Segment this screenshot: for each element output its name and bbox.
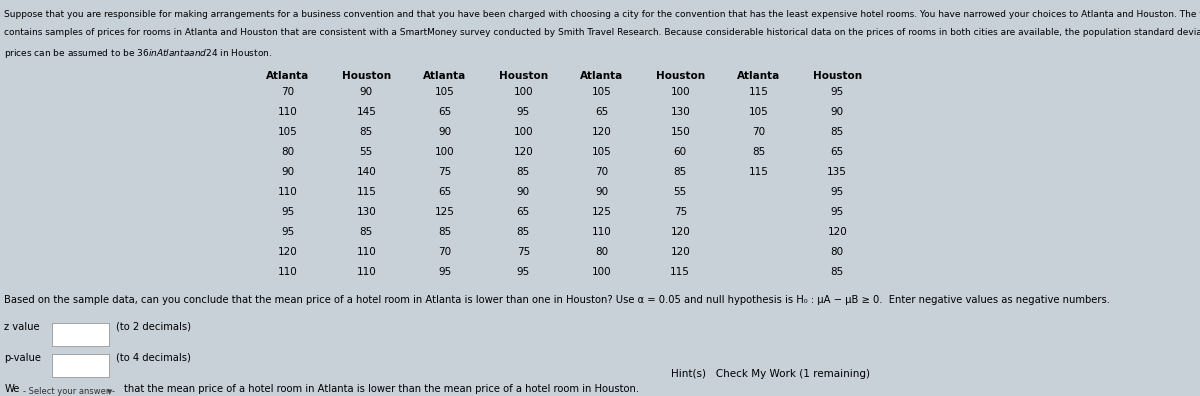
FancyBboxPatch shape (53, 354, 109, 377)
Text: 70: 70 (438, 247, 451, 257)
Text: 120: 120 (514, 147, 533, 157)
Text: 85: 85 (517, 167, 530, 177)
Text: 95: 95 (830, 207, 844, 217)
Text: Houston: Houston (342, 71, 391, 81)
Text: 120: 120 (278, 247, 298, 257)
Text: 105: 105 (592, 147, 612, 157)
Text: 110: 110 (592, 227, 612, 237)
Text: 80: 80 (595, 247, 608, 257)
Text: 100: 100 (514, 87, 533, 97)
Text: 85: 85 (360, 227, 373, 237)
Text: Atlanta: Atlanta (580, 71, 623, 81)
Text: 85: 85 (360, 127, 373, 137)
Text: 90: 90 (438, 127, 451, 137)
Text: Hint(s)   Check My Work (1 remaining): Hint(s) Check My Work (1 remaining) (671, 369, 870, 379)
Text: 70: 70 (281, 87, 294, 97)
Text: 95: 95 (438, 267, 451, 277)
Text: Houston: Houston (499, 71, 548, 81)
Text: 100: 100 (434, 147, 455, 157)
Text: that the mean price of a hotel room in Atlanta is lower than the mean price of a: that the mean price of a hotel room in A… (124, 385, 638, 394)
Text: 90: 90 (281, 167, 294, 177)
Text: Atlanta: Atlanta (424, 71, 467, 81)
Text: 105: 105 (278, 127, 298, 137)
Text: 75: 75 (673, 207, 686, 217)
Text: 65: 65 (595, 107, 608, 117)
Text: 95: 95 (281, 207, 294, 217)
Text: 85: 85 (438, 227, 451, 237)
Text: 65: 65 (830, 147, 844, 157)
Text: 85: 85 (830, 127, 844, 137)
Text: 80: 80 (281, 147, 294, 157)
Text: 90: 90 (517, 187, 530, 197)
Text: Atlanta: Atlanta (266, 71, 310, 81)
FancyBboxPatch shape (53, 323, 109, 346)
Text: 110: 110 (356, 247, 376, 257)
Text: 120: 120 (592, 127, 612, 137)
Text: 55: 55 (360, 147, 373, 157)
Text: 105: 105 (592, 87, 612, 97)
Text: 90: 90 (830, 107, 844, 117)
Text: Suppose that you are responsible for making arrangements for a business conventi: Suppose that you are responsible for mak… (5, 10, 1200, 19)
Text: We: We (5, 385, 19, 394)
Text: 90: 90 (595, 187, 608, 197)
Text: 130: 130 (671, 107, 690, 117)
Text: 105: 105 (434, 87, 455, 97)
Text: Houston: Houston (812, 71, 862, 81)
Text: 75: 75 (517, 247, 530, 257)
Text: 65: 65 (438, 187, 451, 197)
Text: 110: 110 (278, 267, 298, 277)
Text: 100: 100 (671, 87, 690, 97)
Text: Based on the sample data, can you conclude that the mean price of a hotel room i: Based on the sample data, can you conclu… (5, 295, 1110, 305)
Text: 100: 100 (592, 267, 612, 277)
Text: 85: 85 (830, 267, 844, 277)
Text: - Select your answer -: - Select your answer - (23, 387, 115, 396)
Text: 70: 70 (752, 127, 766, 137)
Text: 115: 115 (749, 167, 769, 177)
Text: 135: 135 (827, 167, 847, 177)
Text: 85: 85 (517, 227, 530, 237)
Text: contains samples of prices for rooms in Atlanta and Houston that are consistent : contains samples of prices for rooms in … (5, 28, 1200, 37)
Text: 115: 115 (749, 87, 769, 97)
Text: Atlanta: Atlanta (737, 71, 780, 81)
Text: 95: 95 (830, 87, 844, 97)
Text: 60: 60 (673, 147, 686, 157)
Text: prices can be assumed to be $36 in Atlanta and $24 in Houston.: prices can be assumed to be $36 in Atlan… (5, 47, 272, 60)
Text: 55: 55 (673, 187, 686, 197)
Text: 140: 140 (356, 167, 376, 177)
Text: 105: 105 (749, 107, 769, 117)
Text: 145: 145 (356, 107, 377, 117)
Text: 120: 120 (671, 227, 690, 237)
Text: p-value: p-value (5, 353, 41, 363)
Text: Houston: Houston (655, 71, 704, 81)
Text: 95: 95 (517, 267, 530, 277)
Text: 150: 150 (671, 127, 690, 137)
Text: 120: 120 (827, 227, 847, 237)
Text: 110: 110 (356, 267, 376, 277)
Text: 90: 90 (360, 87, 373, 97)
Text: (to 4 decimals): (to 4 decimals) (116, 353, 191, 363)
Text: 80: 80 (830, 247, 844, 257)
Text: 75: 75 (438, 167, 451, 177)
Text: 85: 85 (752, 147, 766, 157)
Text: 100: 100 (514, 127, 533, 137)
Text: 95: 95 (517, 107, 530, 117)
Text: (to 2 decimals): (to 2 decimals) (116, 322, 191, 332)
Text: 120: 120 (671, 247, 690, 257)
FancyBboxPatch shape (19, 385, 120, 396)
Text: z value: z value (5, 322, 40, 332)
Text: 125: 125 (592, 207, 612, 217)
Text: 65: 65 (438, 107, 451, 117)
Text: 95: 95 (830, 187, 844, 197)
Text: 115: 115 (356, 187, 377, 197)
Text: 95: 95 (281, 227, 294, 237)
Text: 130: 130 (356, 207, 376, 217)
Text: 65: 65 (517, 207, 530, 217)
Text: 125: 125 (434, 207, 455, 217)
Text: ▼: ▼ (107, 389, 113, 395)
Text: 85: 85 (673, 167, 686, 177)
Text: 110: 110 (278, 187, 298, 197)
Text: 115: 115 (671, 267, 690, 277)
Text: 110: 110 (278, 107, 298, 117)
Text: 70: 70 (595, 167, 608, 177)
